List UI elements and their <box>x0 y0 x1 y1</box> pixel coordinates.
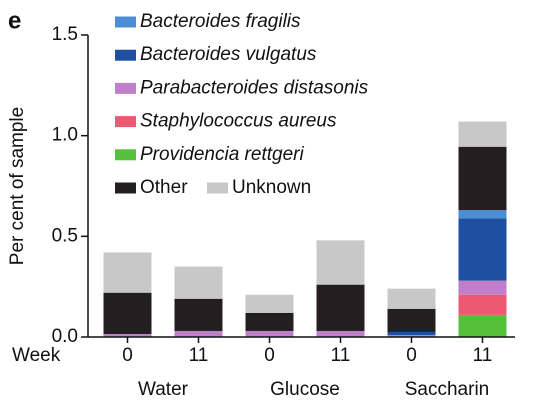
bar-segment <box>458 146 507 211</box>
x-tick-label: 0 <box>406 345 417 366</box>
bar-segment <box>387 288 436 309</box>
bar-segment <box>458 280 507 295</box>
x-tick-label: 11 <box>331 345 351 366</box>
bar-segment <box>458 121 507 147</box>
bar-segment <box>174 330 223 337</box>
bar-segment <box>458 210 507 219</box>
legend-label: Parabacteroides distasonis <box>140 77 369 98</box>
bar-segment <box>316 330 365 337</box>
legend-swatch <box>115 182 136 194</box>
x-tick-label: 0 <box>122 345 133 366</box>
bar-segment <box>316 240 365 285</box>
legend-swatch <box>115 82 136 94</box>
bar-segment <box>458 294 507 315</box>
legend-label: Bacteroides vulgatus <box>140 44 317 65</box>
group-label: Saccharin <box>405 379 490 400</box>
legend-swatch <box>115 116 136 128</box>
y-tick-label: 1.0 <box>52 125 78 146</box>
x-tick-label: 0 <box>264 345 275 366</box>
bar-segment <box>387 334 436 337</box>
bar-segment <box>387 331 436 335</box>
bar-segment <box>103 292 152 334</box>
y-tick-label: 0.5 <box>52 225 78 246</box>
bar-segment <box>103 252 152 293</box>
y-axis-label: Per cent of sample <box>7 107 28 265</box>
legend-swatch <box>115 149 136 161</box>
bar-segment <box>387 308 436 332</box>
x-tick-label: 11 <box>473 345 493 366</box>
group-label: Glucose <box>270 379 340 400</box>
y-tick-label: 0.0 <box>52 326 78 347</box>
bar-segment <box>174 266 223 299</box>
bar-segment <box>174 298 223 331</box>
legend-label: Providencia rettgeri <box>140 144 304 165</box>
bar-segment <box>458 218 507 281</box>
x-tick-label: 11 <box>189 345 209 366</box>
bar-segment <box>103 333 152 337</box>
legend-swatch <box>207 182 228 194</box>
legend-label: Bacteroides fragilis <box>140 11 301 32</box>
bar-segment <box>245 312 294 331</box>
legend-swatch <box>115 16 136 28</box>
legend-label: Other <box>140 177 188 198</box>
legend-swatch <box>115 49 136 61</box>
y-tick-label: 1.5 <box>52 24 78 45</box>
legend-label: Staphylococcus aureus <box>140 111 337 132</box>
panel-label: e <box>8 7 21 34</box>
group-label: Water <box>138 379 189 400</box>
legend-label: Unknown <box>232 177 311 198</box>
x-axis-label: Week <box>12 345 61 366</box>
bar-segment <box>245 294 294 313</box>
bar-segment <box>316 284 365 331</box>
bar-segment <box>245 330 294 337</box>
bar-segment <box>458 314 507 337</box>
